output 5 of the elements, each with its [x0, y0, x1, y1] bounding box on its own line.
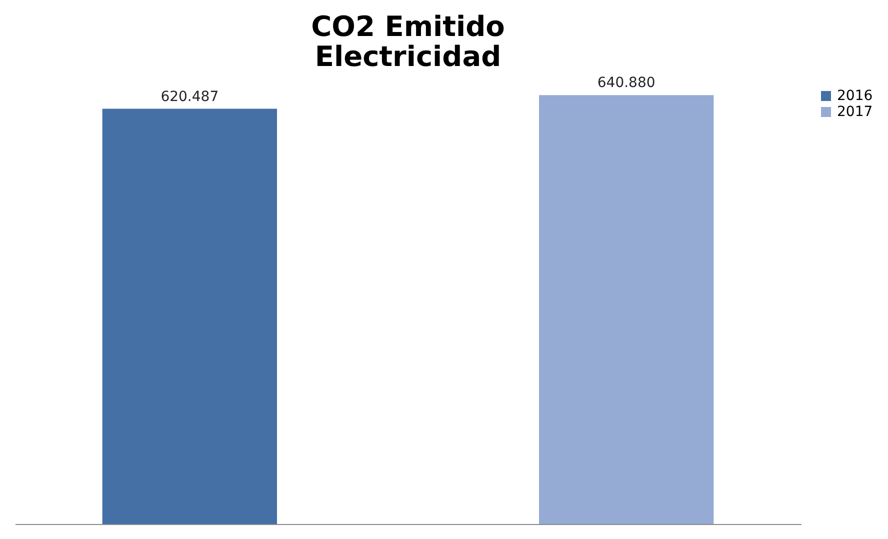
legend-label: 2016: [837, 88, 873, 104]
chart-title: CO2 Emitido Electricidad: [311, 10, 505, 74]
data-label: 620.487: [160, 88, 219, 105]
data-label: 640.880: [597, 75, 656, 92]
legend-label: 2017: [837, 104, 873, 120]
